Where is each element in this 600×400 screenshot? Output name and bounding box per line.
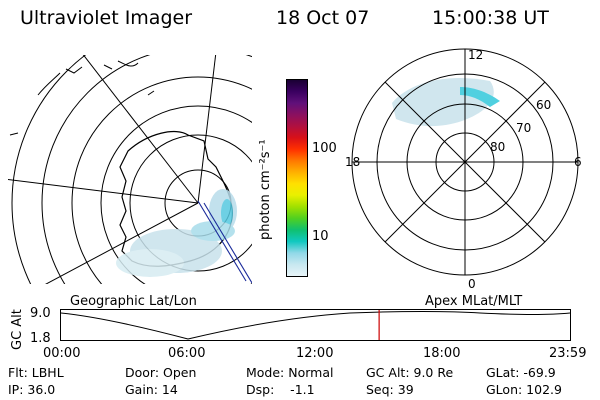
timeline-xtick-0000: 00:00 bbox=[43, 346, 81, 361]
altitude-curve bbox=[60, 311, 571, 340]
door-status: Door: Open bbox=[125, 365, 197, 380]
mode-status: Mode: Normal bbox=[246, 365, 334, 380]
mlt-label-18: 18 bbox=[345, 155, 360, 169]
flt-status: Flt: LBHL bbox=[8, 365, 64, 380]
time-label: 15:00:38 UT bbox=[432, 7, 549, 29]
longitude-lines bbox=[8, 55, 217, 284]
polar-aurora bbox=[392, 77, 500, 127]
mlt-label-0: 0 bbox=[468, 277, 476, 290]
right-panel-label: Apex MLat/MLT bbox=[425, 294, 523, 309]
lat-label-60: 60 bbox=[536, 98, 551, 112]
colorbar-unit-label: photon cm⁻²s⁻¹ bbox=[258, 139, 273, 240]
timeline-xtick-0600: 06:00 bbox=[168, 346, 206, 361]
seq-status: Seq: 39 bbox=[366, 382, 414, 397]
glat-status: GLat: -69.9 bbox=[486, 365, 556, 380]
polar-mlt-plot: 12 18 6 0 60 70 80 bbox=[345, 48, 582, 290]
glon-status: GLon: 102.9 bbox=[486, 382, 562, 397]
mlt-label-12: 12 bbox=[468, 48, 483, 62]
timeline-ytick-low: 1.8 bbox=[30, 331, 51, 346]
timeline-ytick-high: 9.0 bbox=[30, 306, 51, 321]
lat-label-70: 70 bbox=[516, 121, 531, 135]
instrument-title: Ultraviolet Imager bbox=[20, 7, 193, 29]
gc-alt-status: GC Alt: 9.0 Re bbox=[366, 365, 454, 380]
timeline-xtick-1200: 12:00 bbox=[296, 346, 334, 361]
geographic-map bbox=[8, 55, 252, 284]
satellite-track bbox=[197, 200, 252, 284]
colorbar-tick-10: 10 bbox=[312, 229, 329, 244]
gain-status: Gain: 14 bbox=[125, 382, 178, 397]
date-label: 18 Oct 07 bbox=[276, 7, 370, 29]
dsp-status: Dsp: -1.1 bbox=[246, 382, 315, 397]
aurora-glow bbox=[116, 189, 237, 277]
colorbar-tick-100: 100 bbox=[312, 141, 337, 156]
timeline-axis-label: GC Alt bbox=[10, 309, 25, 350]
colorbar bbox=[286, 79, 308, 277]
timeline-xtick-2359: 23:59 bbox=[549, 346, 587, 361]
lat-label-80: 80 bbox=[490, 140, 505, 154]
coastline-fragments bbox=[9, 60, 155, 136]
altitude-timeline bbox=[60, 309, 571, 341]
timeline-xtick-1800: 18:00 bbox=[423, 346, 461, 361]
mlt-label-6: 6 bbox=[574, 155, 582, 169]
ip-status: IP: 36.0 bbox=[8, 382, 56, 397]
left-panel-label: Geographic Lat/Lon bbox=[70, 294, 197, 309]
